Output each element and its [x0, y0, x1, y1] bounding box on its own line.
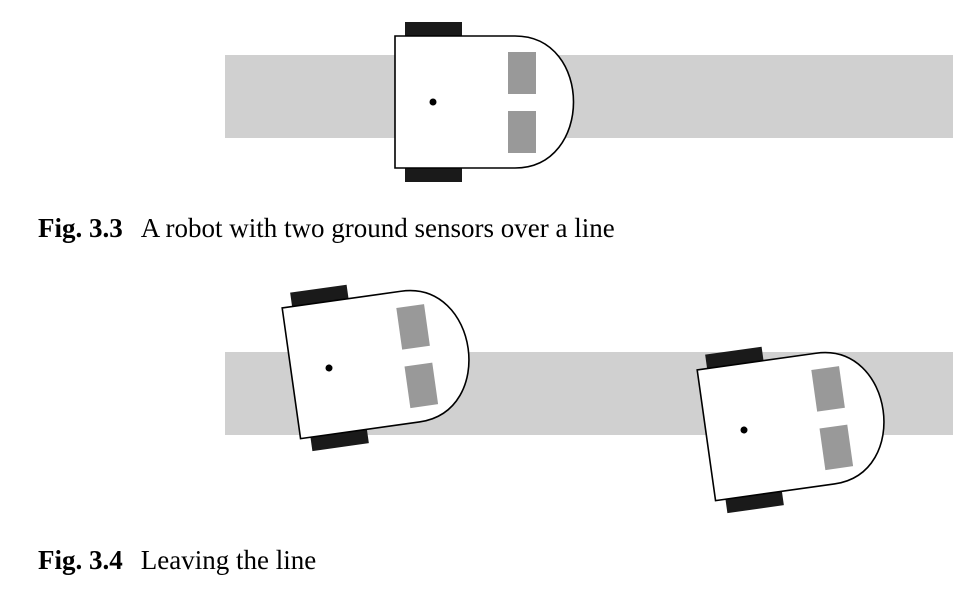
figure-caption-text: A robot with two ground sensors over a l… [140, 213, 615, 243]
figure-label: Fig. 3.3 [38, 213, 123, 243]
figure-caption-3-3: Fig. 3.3 A robot with two ground sensors … [38, 213, 615, 244]
line-strip-fig-3-3 [225, 55, 953, 138]
figure-label: Fig. 3.4 [38, 545, 123, 575]
figure-caption-text: Leaving the line [140, 545, 317, 575]
figure-caption-3-4: Fig. 3.4 Leaving the line [38, 545, 316, 576]
robot-on-line [394, 21, 575, 183]
